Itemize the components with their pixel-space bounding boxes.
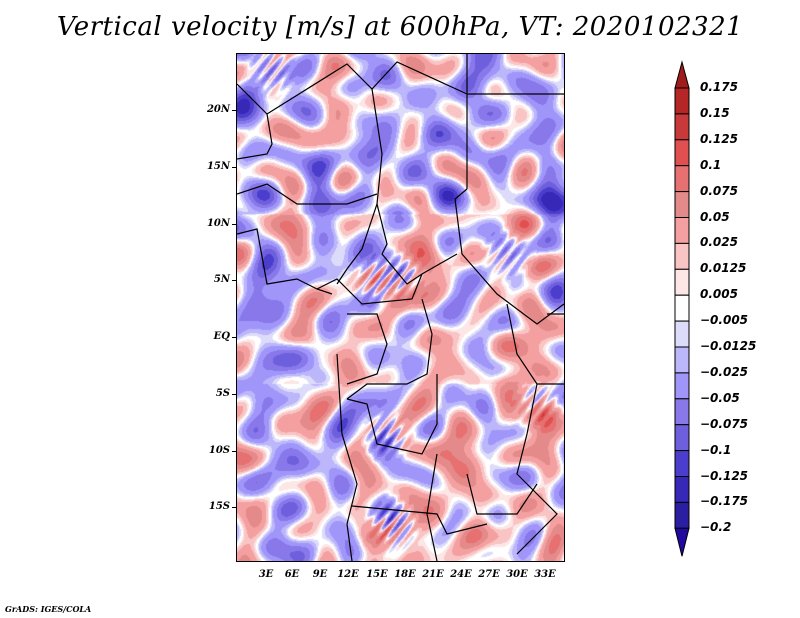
x-tick-label: 18E <box>394 569 416 580</box>
colorbar-swatch <box>674 398 690 426</box>
colorbar-swatch <box>674 139 690 167</box>
y-tick <box>232 110 236 111</box>
colorbar-swatch <box>674 113 690 141</box>
colorbar-label: −0.1 <box>700 442 732 457</box>
colorbar-label: −0.025 <box>700 364 749 379</box>
x-tick-label: 24E <box>450 569 472 580</box>
border-line <box>506 303 558 555</box>
border-line <box>346 298 433 400</box>
y-tick <box>232 451 236 452</box>
colorbar-arrow-down <box>674 527 690 557</box>
colorbar-label: −0.05 <box>700 390 740 405</box>
y-tick-label: 15S <box>208 501 230 512</box>
y-tick <box>232 167 236 168</box>
x-tick-label: 21E <box>422 569 444 580</box>
colorbar-label: 0.05 <box>700 209 730 224</box>
colorbar-swatch <box>674 191 690 219</box>
x-tick-label: 3E <box>258 569 274 580</box>
border-line <box>426 453 438 561</box>
colorbar-label: 0.025 <box>700 235 738 250</box>
y-tick-label: 5S <box>215 388 230 399</box>
y-tick <box>232 280 236 281</box>
x-tick-label: 15E <box>366 569 388 580</box>
border-line <box>346 374 438 455</box>
y-tick-label: 15N <box>206 161 230 172</box>
colorbar-label: −0.175 <box>700 494 749 509</box>
colorbar <box>674 60 690 557</box>
border-line <box>346 313 388 385</box>
map-plot-area <box>236 53 565 562</box>
border-line <box>336 353 358 561</box>
colorbar-swatch <box>674 372 690 400</box>
colorbar-label: 0.005 <box>700 287 738 302</box>
x-tick-label: 30E <box>506 569 528 580</box>
x-tick-label: 12E <box>337 569 359 580</box>
border-line <box>336 88 383 285</box>
y-tick-label: 20N <box>206 104 230 115</box>
border-line <box>237 228 333 295</box>
border-line <box>266 61 468 189</box>
colorbar-swatch <box>674 320 690 348</box>
colorbar-label: −0.005 <box>700 313 749 328</box>
x-tick-label: 9E <box>312 569 328 580</box>
border-line <box>466 473 538 515</box>
border-line <box>351 505 488 535</box>
colorbar-label: −0.125 <box>700 468 749 483</box>
y-tick <box>232 224 236 225</box>
colorbar-swatch <box>674 476 690 503</box>
colorbar-swatch <box>674 501 690 529</box>
colorbar-label: 0.125 <box>700 131 738 146</box>
colorbar-swatch <box>674 450 690 478</box>
border-line <box>316 273 423 305</box>
colorbar-swatch <box>674 165 690 193</box>
colorbar-label: 0.15 <box>700 105 730 120</box>
chart-title: Vertical velocity [m/s] at 600hPa, VT: 2… <box>56 12 744 42</box>
border-line <box>466 54 564 95</box>
border-line <box>454 188 564 325</box>
y-tick <box>232 507 236 508</box>
x-tick-label: 27E <box>478 569 500 580</box>
colorbar-arrow-up <box>674 60 690 89</box>
country-borders <box>237 54 564 561</box>
y-tick-label: EQ <box>213 331 230 342</box>
colorbar-label: 0.1 <box>700 157 722 172</box>
y-tick <box>232 394 236 395</box>
colorbar-swatch <box>674 87 690 115</box>
border-line <box>237 183 378 205</box>
colorbar-label: −0.2 <box>700 520 732 535</box>
colorbar-swatch <box>674 268 690 296</box>
colorbar-swatch <box>674 217 690 244</box>
y-tick-label: 10S <box>208 445 230 456</box>
colorbar-swatch <box>674 346 690 374</box>
y-tick-label: 10N <box>206 218 230 229</box>
vertical-velocity-field <box>237 54 564 561</box>
colorbar-swatch <box>674 294 690 322</box>
colorbar-label: −0.0125 <box>700 339 757 353</box>
colorbar-label: 0.0125 <box>700 261 747 276</box>
y-tick-label: 5N <box>213 274 230 285</box>
grads-credit: GrADS: IGES/COLA <box>5 604 92 614</box>
colorbar-label: 0.075 <box>700 183 738 198</box>
border-line <box>237 83 273 160</box>
colorbar-swatch <box>674 242 690 270</box>
x-tick-label: 33E <box>534 569 556 580</box>
border-line <box>376 203 458 285</box>
x-tick-label: 6E <box>284 569 300 580</box>
y-tick <box>232 337 236 338</box>
colorbar-label: −0.075 <box>700 416 749 431</box>
colorbar-label: 0.175 <box>700 80 738 94</box>
colorbar-swatch <box>674 424 690 452</box>
